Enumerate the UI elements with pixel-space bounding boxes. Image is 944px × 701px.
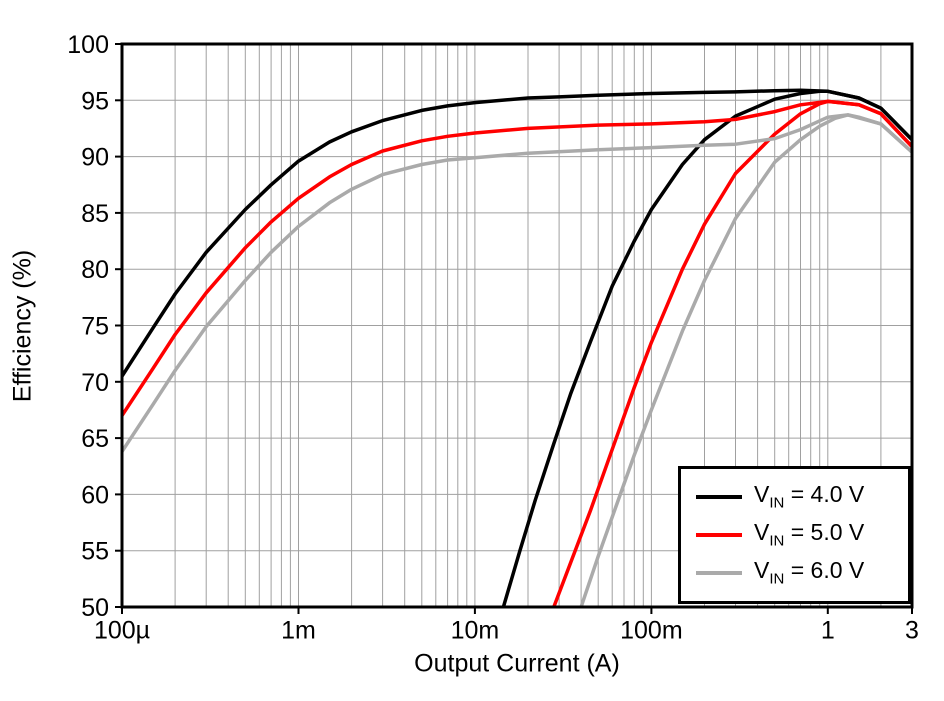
y-tick-label: 60 xyxy=(81,481,109,509)
legend-label: VIN = 4.0 V xyxy=(754,481,865,512)
legend-line-swatch xyxy=(696,570,742,575)
y-tick-label: 85 xyxy=(81,200,109,228)
y-tick-label: 50 xyxy=(81,594,109,622)
y-tick-label: 70 xyxy=(81,369,109,397)
series-line-vin-5.0-v-forced-pwm- xyxy=(552,99,912,607)
y-tick-label: 65 xyxy=(81,425,109,453)
y-tick-label: 95 xyxy=(81,87,109,115)
y-axis: 50 55 60 65 70 75 80 85 90 95 100 xyxy=(67,31,122,622)
y-axis-title: Efficiency (%) xyxy=(8,249,37,403)
x-axis: 100µ 1m 10m 100m 1 3 xyxy=(94,607,919,645)
legend-entry: VIN = 6.0 V xyxy=(696,559,908,587)
series-line-vin-4.0-v xyxy=(122,88,912,378)
x-tick-label: 1m xyxy=(281,617,316,645)
x-tick-label: 3 xyxy=(905,617,919,645)
y-tick-label: 100 xyxy=(67,31,109,59)
y-tick-label: 90 xyxy=(81,144,109,172)
series-line-vin-6.0-v-forced-pwm- xyxy=(579,113,912,607)
x-axis-title: Output Current (A) xyxy=(414,649,620,678)
y-tick-label: 80 xyxy=(81,256,109,284)
legend-label: VIN = 6.0 V xyxy=(754,557,865,588)
legend: VIN = 4.0 V VIN = 5.0 V VIN = 6.0 V xyxy=(678,466,911,604)
legend-line-swatch xyxy=(696,495,742,500)
series-line-vin-5.0-v xyxy=(122,99,912,418)
series-line-vin-4.0-v-forced-pwm- xyxy=(501,89,912,607)
x-tick-label: 100µ xyxy=(94,617,150,645)
y-tick-label: 75 xyxy=(81,313,109,341)
x-tick-label: 1 xyxy=(821,617,835,645)
series-line-vin-6.0-v xyxy=(122,113,912,454)
legend-entry: VIN = 5.0 V xyxy=(696,521,908,549)
legend-label: VIN = 5.0 V xyxy=(754,519,865,550)
legend-line-swatch xyxy=(696,532,742,537)
legend-entry: VIN = 4.0 V xyxy=(696,483,908,511)
x-tick-label: 100m xyxy=(620,617,683,645)
x-tick-label: 10m xyxy=(451,617,500,645)
y-tick-label: 55 xyxy=(81,538,109,566)
series-curves xyxy=(122,88,912,607)
